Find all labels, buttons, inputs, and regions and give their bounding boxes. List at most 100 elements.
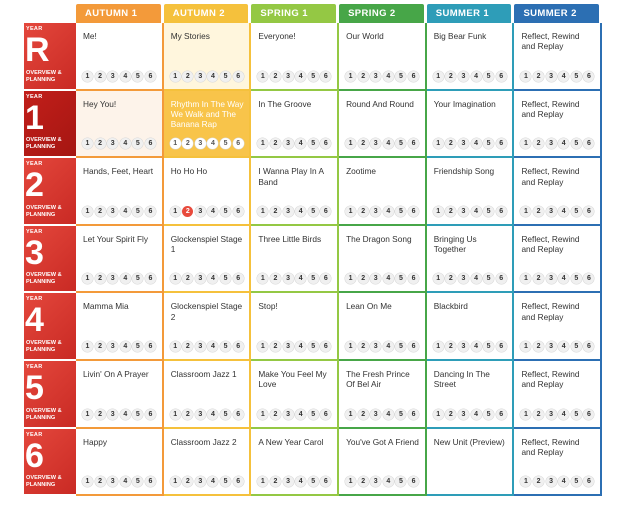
lesson-2-button[interactable]: 2: [182, 476, 194, 488]
unit-title[interactable]: Make You Feel My Love: [258, 368, 327, 390]
lesson-4-button[interactable]: 4: [207, 205, 219, 217]
lesson-2-button[interactable]: 2: [182, 70, 194, 82]
lesson-4-button[interactable]: 4: [207, 70, 219, 82]
lesson-2-button[interactable]: 2: [269, 408, 281, 420]
unit-title[interactable]: Hey You!: [83, 98, 117, 109]
lesson-5-button[interactable]: 5: [570, 408, 582, 420]
unit-title[interactable]: Lean On Me: [346, 301, 392, 312]
lesson-4-button[interactable]: 4: [295, 273, 307, 285]
unit-cell[interactable]: Rhythm In The Way We Walk and The Banana…: [163, 90, 252, 159]
lesson-1-button[interactable]: 1: [520, 70, 532, 82]
lesson-6-button[interactable]: 6: [144, 138, 156, 150]
lesson-3-button[interactable]: 3: [194, 70, 206, 82]
lesson-3-button[interactable]: 3: [107, 70, 119, 82]
lesson-6-button[interactable]: 6: [144, 340, 156, 352]
unit-cell[interactable]: Reflect, Rewind and Replay 1 2 3 4 5 6: [514, 428, 603, 497]
lesson-4-button[interactable]: 4: [470, 340, 482, 352]
lesson-5-button[interactable]: 5: [132, 205, 144, 217]
lesson-6-button[interactable]: 6: [408, 476, 420, 488]
column-header-2[interactable]: AUTUMN 2: [163, 4, 249, 23]
lesson-1-button[interactable]: 1: [432, 340, 444, 352]
lesson-6-button[interactable]: 6: [495, 340, 507, 352]
overview-planning-link[interactable]: OVERVIEW & PLANNING: [26, 407, 62, 421]
unit-cell[interactable]: Let Your Spirit Fly 1 2 3 4 5 6: [76, 225, 164, 294]
unit-title[interactable]: Dancing In The Street: [433, 368, 490, 390]
lesson-3-button[interactable]: 3: [545, 408, 557, 420]
unit-cell[interactable]: Round And Round 1 2 3 4 5 6: [339, 90, 427, 159]
lesson-1-button[interactable]: 1: [82, 476, 93, 488]
column-header-5[interactable]: SUMMER 1: [426, 4, 512, 23]
lesson-5-button[interactable]: 5: [220, 273, 232, 285]
lesson-4-button[interactable]: 4: [295, 205, 307, 217]
lesson-3-button[interactable]: 3: [370, 70, 382, 82]
lesson-2-button[interactable]: 2: [182, 138, 194, 150]
unit-title[interactable]: My Stories: [170, 31, 210, 41]
unit-cell[interactable]: Your Imagination 1 2 3 4 5 6: [426, 90, 515, 159]
lesson-1-button[interactable]: 1: [257, 273, 269, 285]
lesson-3-button[interactable]: 3: [457, 340, 469, 352]
unit-cell[interactable]: The Fresh Prince Of Bel Air 1 2 3 4 5 6: [339, 360, 427, 429]
lesson-5-button[interactable]: 5: [483, 273, 495, 285]
lesson-3-button[interactable]: 3: [457, 205, 469, 217]
lesson-4-button[interactable]: 4: [295, 70, 307, 82]
unit-title[interactable]: Reflect, Rewind and Replay: [521, 98, 580, 119]
lesson-2-button[interactable]: 2: [94, 70, 106, 82]
lesson-4-button[interactable]: 4: [207, 138, 219, 150]
unit-title[interactable]: Friendship Song: [433, 166, 495, 177]
lesson-2-button[interactable]: 2: [357, 476, 369, 488]
year-1-tile[interactable]: YEAR 1 OVERVIEW & PLANNING: [24, 90, 76, 159]
lesson-3-button[interactable]: 3: [545, 273, 557, 285]
lesson-2-button[interactable]: 2: [357, 205, 369, 217]
lesson-3-button[interactable]: 3: [457, 273, 469, 285]
lesson-2-button[interactable]: 2: [357, 340, 369, 352]
lesson-3-button[interactable]: 3: [107, 273, 119, 285]
lesson-5-button[interactable]: 5: [395, 138, 407, 150]
unit-title[interactable]: Blackbird: [433, 301, 468, 312]
lesson-2-button[interactable]: 2: [182, 205, 194, 217]
lesson-6-button[interactable]: 6: [320, 205, 332, 217]
lesson-3-button[interactable]: 3: [282, 70, 294, 82]
lesson-5-button[interactable]: 5: [220, 138, 232, 150]
lesson-4-button[interactable]: 4: [295, 408, 307, 420]
column-header-3[interactable]: SPRING 1: [251, 4, 337, 23]
unit-title[interactable]: Let Your Spirit Fly: [83, 233, 149, 244]
lesson-6-button[interactable]: 6: [408, 408, 420, 420]
lesson-6-button[interactable]: 6: [144, 408, 156, 420]
lesson-6-button[interactable]: 6: [320, 273, 332, 285]
unit-title[interactable]: Reflect, Rewind and Replay: [521, 166, 580, 187]
lesson-6-button[interactable]: 6: [583, 408, 595, 420]
unit-cell[interactable]: Make You Feel My Love 1 2 3 4 5 6: [251, 360, 340, 429]
lesson-2-button[interactable]: 2: [445, 273, 457, 285]
unit-title[interactable]: I Wanna Play In A Band: [258, 166, 324, 187]
lesson-5-button[interactable]: 5: [132, 138, 144, 150]
lesson-3-button[interactable]: 3: [282, 273, 294, 285]
lesson-6-button[interactable]: 6: [232, 138, 244, 150]
unit-title[interactable]: Everyone!: [258, 31, 296, 41]
lesson-3-button[interactable]: 3: [370, 408, 382, 420]
unit-cell[interactable]: Reflect, Rewind and Replay 1 2 3 4 5 6: [514, 293, 603, 361]
lesson-5-button[interactable]: 5: [570, 476, 582, 488]
lesson-3-button[interactable]: 3: [370, 340, 382, 352]
lesson-4-button[interactable]: 4: [295, 476, 307, 488]
lesson-5-button[interactable]: 5: [483, 138, 495, 150]
lesson-4-button[interactable]: 4: [558, 408, 570, 420]
unit-cell[interactable]: A New Year Carol 1 2 3 4 5 6: [251, 428, 340, 497]
lesson-1-button[interactable]: 1: [345, 273, 357, 285]
lesson-1-button[interactable]: 1: [257, 138, 269, 150]
lesson-4-button[interactable]: 4: [558, 273, 570, 285]
lesson-5-button[interactable]: 5: [570, 205, 582, 217]
unit-cell[interactable]: Reflect, Rewind and Replay 1 2 3 4 5 6: [514, 225, 603, 294]
lesson-2-button[interactable]: 2: [182, 273, 194, 285]
lesson-3-button[interactable]: 3: [282, 408, 294, 420]
lesson-4-button[interactable]: 4: [119, 273, 131, 285]
lesson-4-button[interactable]: 4: [382, 273, 394, 285]
lesson-6-button[interactable]: 6: [144, 205, 156, 217]
lesson-3-button[interactable]: 3: [282, 205, 294, 217]
lesson-1-button[interactable]: 1: [169, 476, 181, 488]
lesson-3-button[interactable]: 3: [457, 408, 469, 420]
unit-title[interactable]: Happy: [83, 436, 107, 447]
lesson-6-button[interactable]: 6: [495, 273, 507, 285]
unit-cell[interactable]: The Dragon Song 1 2 3 4 5 6: [339, 225, 427, 294]
overview-planning-link[interactable]: OVERVIEW & PLANNING: [26, 69, 62, 83]
